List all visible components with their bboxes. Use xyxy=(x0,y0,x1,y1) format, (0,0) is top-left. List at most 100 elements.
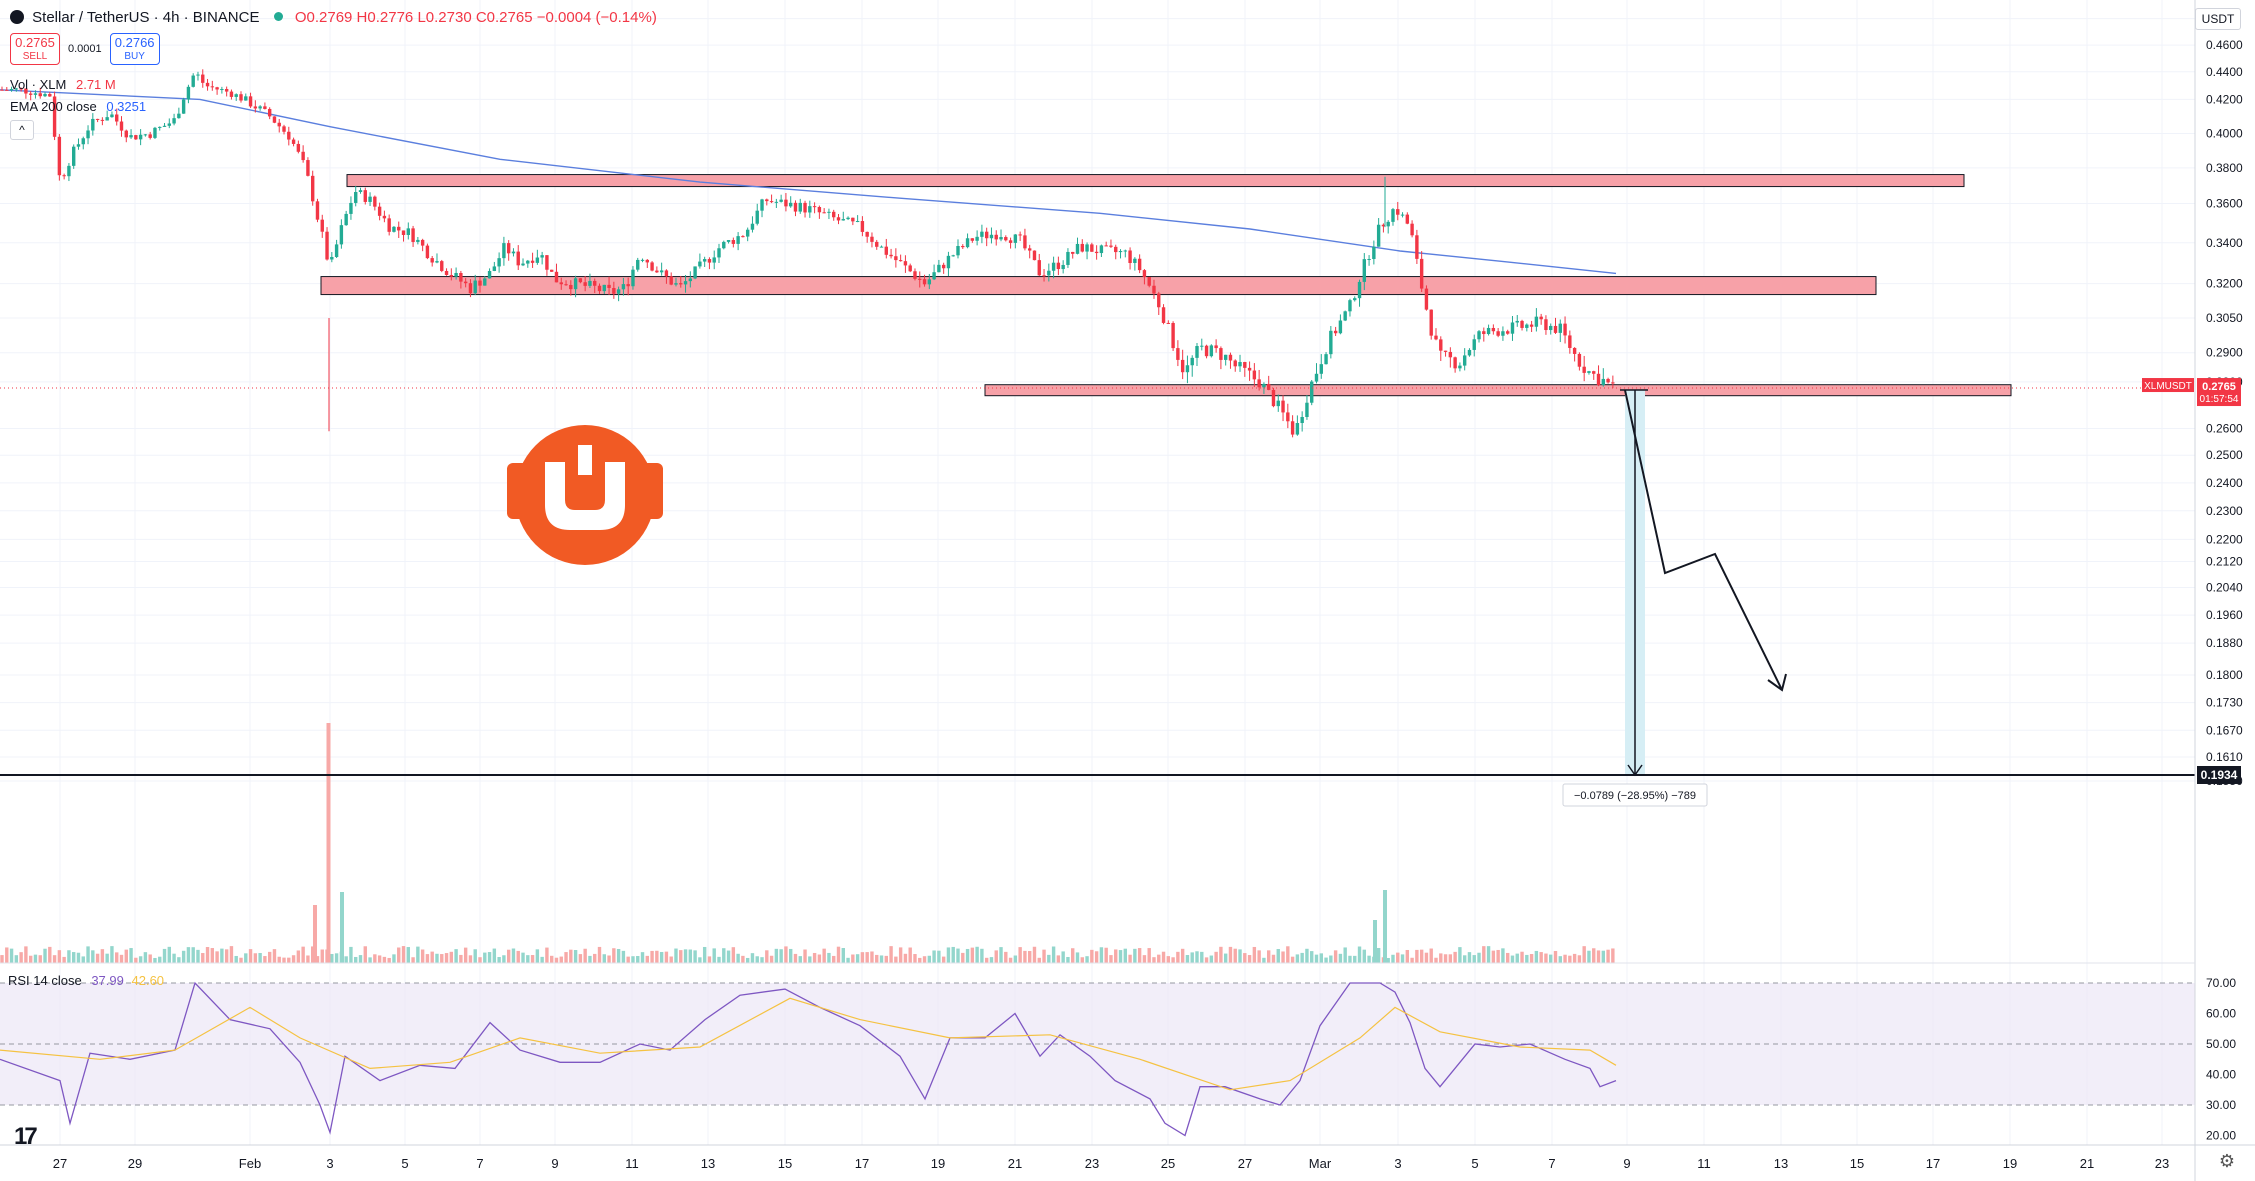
volume-bar xyxy=(511,948,516,963)
candle xyxy=(435,261,439,263)
rsi-ma-value: 42.60 xyxy=(131,973,165,988)
volume-bar xyxy=(1300,952,1304,963)
volume-bar xyxy=(33,954,38,963)
candle xyxy=(1529,324,1534,327)
buy-button[interactable]: 0.2766 BUY xyxy=(109,33,160,65)
candle xyxy=(397,226,401,231)
ema-legend[interactable]: EMA 200 close 0.3251 xyxy=(10,99,146,114)
volume-bar xyxy=(263,956,267,963)
volume-bar xyxy=(124,949,128,963)
candle xyxy=(865,231,869,237)
candle xyxy=(908,265,912,272)
candle xyxy=(1223,354,1228,360)
rsi-scale-label: 60.00 xyxy=(2206,1007,2236,1021)
volume-bar xyxy=(463,947,468,963)
volume-bar xyxy=(1305,948,1309,963)
candle xyxy=(717,248,721,258)
volume-bar xyxy=(148,954,152,963)
candle xyxy=(463,281,468,284)
candle xyxy=(774,201,779,203)
sell-button[interactable]: 0.2765 SELL xyxy=(10,33,60,65)
volume-bar xyxy=(110,946,114,963)
price-label: 0.1800 xyxy=(2206,668,2243,682)
candle xyxy=(932,272,936,280)
ohlc-open: O0.2769 xyxy=(294,9,353,26)
candle xyxy=(1214,345,1218,349)
volume-bar xyxy=(1329,955,1333,963)
volume-bar xyxy=(430,951,434,963)
candle xyxy=(1467,349,1472,356)
candle xyxy=(282,126,286,132)
volume-legend[interactable]: Vol · XLM 2.71 M xyxy=(10,77,116,92)
time-label: 11 xyxy=(1697,1156,1711,1171)
volume-bar xyxy=(153,957,157,963)
ema-200-path xyxy=(0,89,1617,275)
volume-bar xyxy=(487,952,492,963)
candle xyxy=(1243,362,1247,368)
volume-bar xyxy=(1391,954,1395,963)
candle xyxy=(62,175,66,177)
price-label: 0.2120 xyxy=(2206,554,2243,568)
candle xyxy=(459,272,463,282)
volume-bar xyxy=(1529,954,1534,963)
candle xyxy=(530,260,535,263)
candle xyxy=(473,280,477,294)
candle xyxy=(134,135,138,140)
candle xyxy=(1066,251,1070,265)
volume-bar xyxy=(1577,955,1582,963)
symbol-title[interactable]: Stellar / TetherUS · 4h · BINANCE xyxy=(32,9,260,26)
gear-icon[interactable]: ⚙ xyxy=(2218,1151,2236,1171)
volume-bar xyxy=(1209,955,1214,963)
volume-bar xyxy=(459,954,463,963)
volume-bar xyxy=(1434,957,1438,963)
volume-bar xyxy=(1477,952,1481,963)
countdown-label: 01:57:54 xyxy=(2200,394,2239,405)
candle xyxy=(1558,323,1562,333)
candle xyxy=(851,217,855,222)
candle xyxy=(521,263,525,266)
volume-bar xyxy=(1238,949,1242,963)
volume-bar xyxy=(1357,946,1362,963)
candle xyxy=(1228,354,1233,361)
volume-bar xyxy=(105,953,109,963)
candle xyxy=(444,270,449,275)
price-label: 0.2500 xyxy=(2206,448,2243,462)
candle xyxy=(664,270,669,277)
volume-bar xyxy=(177,957,181,963)
volume-bar xyxy=(784,946,788,963)
volume-bar xyxy=(43,948,47,963)
volume-bar xyxy=(545,947,549,963)
price-label: 0.2040 xyxy=(2206,581,2243,595)
time-label: 27 xyxy=(1238,1156,1252,1171)
volume-bar xyxy=(621,950,626,963)
rsi-legend[interactable]: RSI 14 close 37.99 42.60 xyxy=(8,973,164,988)
volume-bar xyxy=(999,947,1003,963)
volume-bar xyxy=(946,947,951,963)
tradingview-logo[interactable]: 17 xyxy=(14,1123,38,1150)
candle xyxy=(784,199,788,207)
volume-bar xyxy=(679,950,683,963)
candle xyxy=(320,219,324,232)
price-label: 0.4000 xyxy=(2206,127,2243,141)
candle xyxy=(1133,258,1137,263)
collapse-legend-button[interactable]: ^ xyxy=(10,120,34,140)
candle xyxy=(263,106,267,109)
candle xyxy=(478,280,482,286)
volume-bar xyxy=(358,955,363,963)
candle xyxy=(559,282,563,285)
volume-value: 2.71 M xyxy=(75,77,116,92)
price-label: 0.1730 xyxy=(2206,696,2243,710)
candle xyxy=(138,134,143,140)
candle xyxy=(937,264,941,273)
volume-bar xyxy=(91,950,95,963)
candle xyxy=(569,284,573,290)
volume-bar xyxy=(1032,946,1037,963)
candle xyxy=(573,278,578,290)
candle xyxy=(1429,309,1433,336)
candle xyxy=(1314,373,1319,382)
price-label: 0.1880 xyxy=(2206,636,2243,650)
candle xyxy=(19,88,23,90)
currency-button[interactable]: USDT xyxy=(2195,8,2241,30)
volume-bar xyxy=(1415,949,1419,963)
